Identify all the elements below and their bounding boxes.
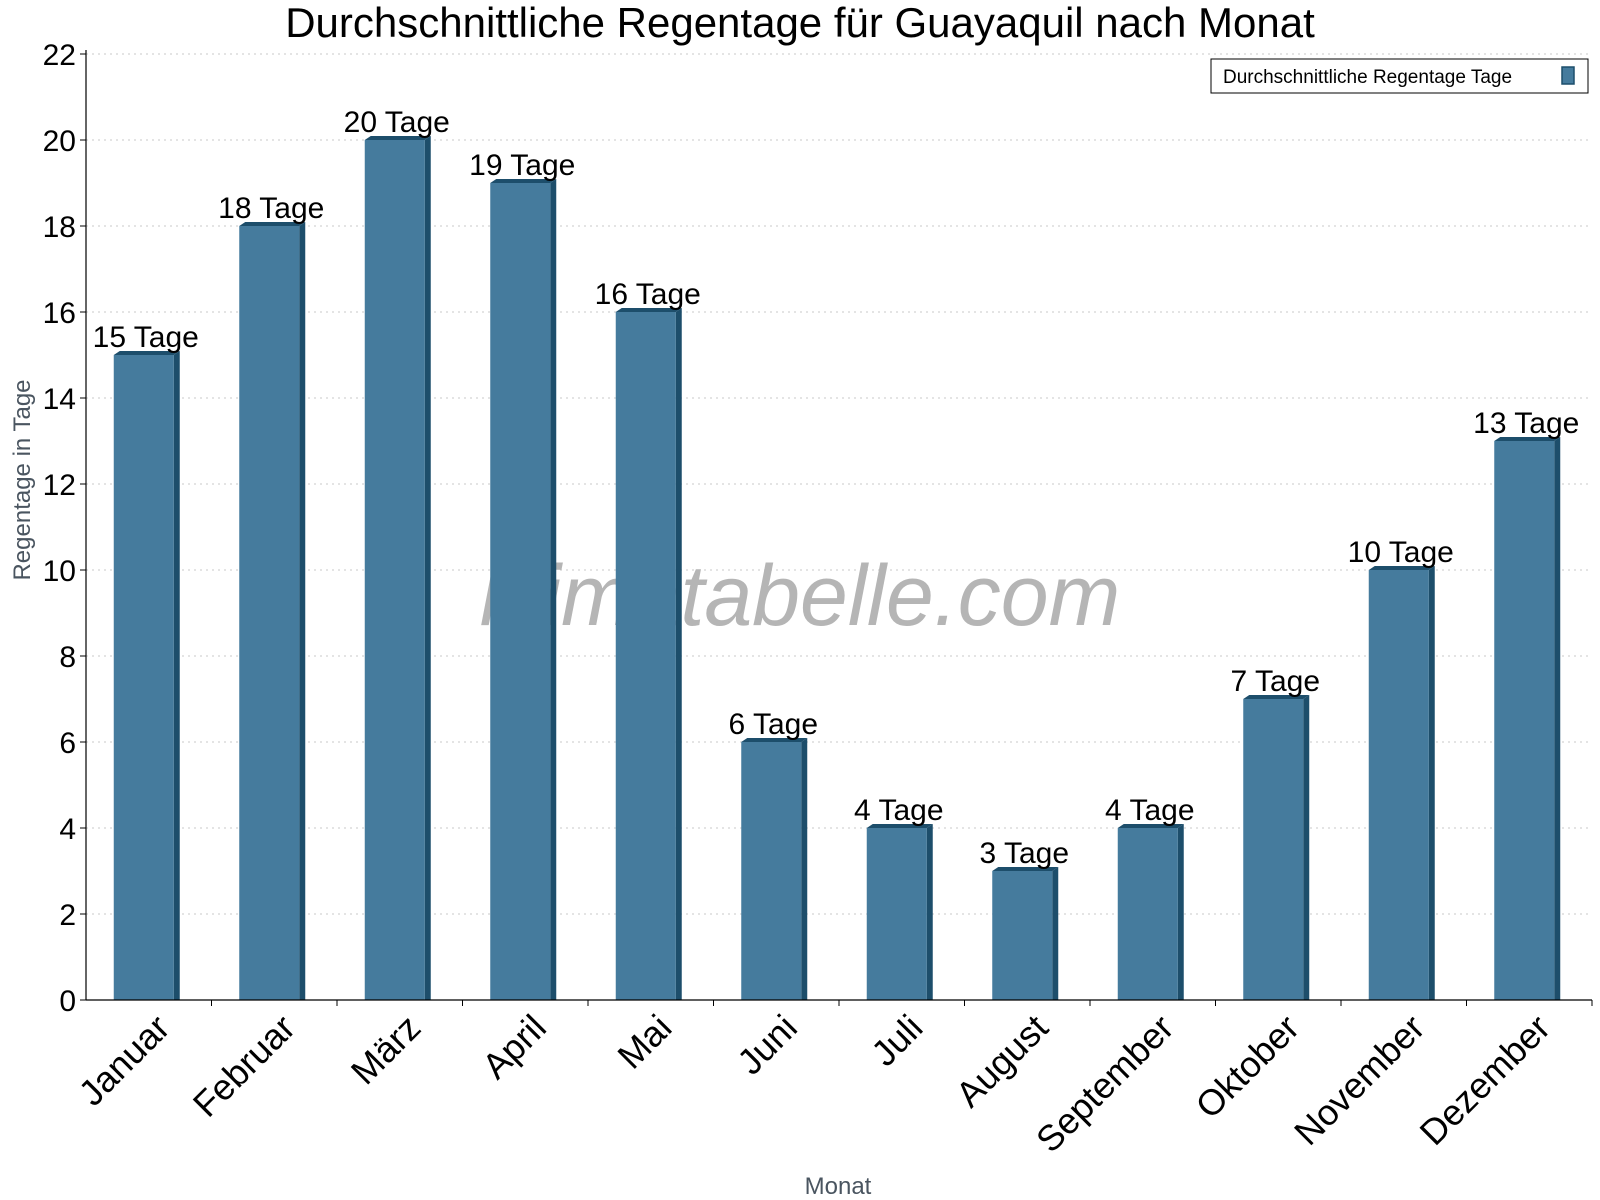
x-tick-label: November	[1286, 1007, 1432, 1153]
y-tick-label: 16	[43, 297, 76, 330]
x-tick-label: Juli	[863, 1007, 930, 1074]
bar	[615, 312, 676, 1000]
bar-side	[675, 308, 682, 1000]
data-label: 4 Tage	[1105, 794, 1195, 827]
data-label: 19 Tage	[469, 149, 575, 182]
bar-side	[1052, 867, 1059, 1000]
y-tick-label: 4	[59, 813, 76, 846]
y-tick-label: 10	[43, 555, 76, 588]
legend-swatch	[1561, 66, 1575, 85]
y-tick-label: 0	[59, 985, 76, 1018]
x-tick-label: Dezember	[1411, 1007, 1557, 1153]
bar-side	[424, 136, 431, 1000]
y-tick-label: 22	[43, 39, 76, 72]
data-label: 20 Tage	[344, 106, 450, 139]
bar-series	[113, 136, 1561, 1000]
y-tick-label: 18	[43, 211, 76, 244]
x-tick-label: Januar	[71, 1007, 178, 1114]
data-label: 15 Tage	[93, 321, 199, 354]
bar	[490, 183, 551, 1000]
bar	[364, 140, 425, 1000]
x-tick-label: Oktober	[1187, 1007, 1307, 1127]
bar-top	[113, 351, 180, 355]
bar	[741, 742, 802, 1000]
watermark-text: klimatabelle.com	[480, 548, 1120, 644]
bar-top	[490, 179, 557, 183]
data-label: 18 Tage	[218, 192, 324, 225]
bar-top	[1368, 566, 1435, 570]
chart-title: Durchschnittliche Regentage für Guayaqui…	[285, 0, 1315, 46]
data-label: 16 Tage	[595, 278, 701, 311]
x-tick-label: Mai	[609, 1007, 679, 1077]
bar	[113, 355, 174, 1000]
bar-side	[1554, 437, 1561, 1000]
y-tick-label: 20	[43, 125, 76, 158]
y-axis-label: Regentage in Tage	[9, 379, 36, 580]
x-axis-ticks: Januar Februar März April Mai Juni Juli AugustS…	[71, 1000, 1593, 1161]
bar-side	[801, 738, 808, 1000]
y-tick-label: 14	[43, 383, 76, 416]
bar-side	[1177, 824, 1184, 1000]
bar-side	[550, 179, 557, 1000]
bar	[1243, 699, 1304, 1000]
x-tick-label: April	[474, 1007, 554, 1087]
bar-top	[1494, 437, 1561, 441]
bar-side	[173, 351, 180, 1000]
bar-side	[299, 222, 306, 1000]
bar	[1117, 828, 1178, 1000]
data-labels: 15 Tage 18 Tage 20 Tage 19 Tage 16 Tage 6 Tag…	[93, 106, 1580, 870]
bar	[992, 871, 1053, 1000]
x-axis-label: Monat	[805, 1173, 872, 1200]
bar-top	[866, 824, 933, 828]
y-tick-label: 2	[59, 899, 76, 932]
bar-top	[239, 222, 306, 226]
bar	[239, 226, 300, 1000]
data-label: 7 Tage	[1230, 665, 1320, 698]
bar-side	[1428, 566, 1435, 1000]
bar-top	[364, 136, 431, 140]
data-label: 10 Tage	[1348, 536, 1454, 569]
y-axis-ticks: 0 2 4 6 8 10 12 14 16 18 20 22	[43, 39, 86, 1018]
bar-side	[926, 824, 933, 1000]
x-tick-label: Februar	[185, 1007, 303, 1125]
x-tick-label: Juni	[729, 1007, 805, 1083]
x-tick-label: August	[948, 1007, 1056, 1115]
y-tick-label: 12	[43, 469, 76, 502]
y-tick-label: 8	[59, 641, 76, 674]
legend: Durchschnittliche Regentage Tage	[1210, 58, 1589, 94]
legend-label: Durchschnittliche Regentage Tage	[1223, 67, 1512, 88]
bar	[1494, 441, 1555, 1000]
x-tick-label: September	[1028, 1007, 1182, 1161]
bar-top	[615, 308, 682, 312]
bar-top	[741, 738, 808, 742]
bar	[1368, 570, 1429, 1000]
data-label: 6 Tage	[728, 708, 818, 741]
data-label: 13 Tage	[1473, 407, 1579, 440]
grid-lines	[86, 53, 1592, 915]
legend-box	[1210, 58, 1589, 94]
bar-side	[1303, 695, 1310, 1000]
bar	[866, 828, 927, 1000]
y-tick-label: 6	[59, 727, 76, 760]
data-label: 3 Tage	[979, 837, 1069, 870]
bar-top	[1117, 824, 1184, 828]
data-label: 4 Tage	[854, 794, 944, 827]
bar-top	[992, 867, 1059, 871]
x-tick-label: März	[343, 1007, 429, 1093]
bar-top	[1243, 695, 1310, 699]
